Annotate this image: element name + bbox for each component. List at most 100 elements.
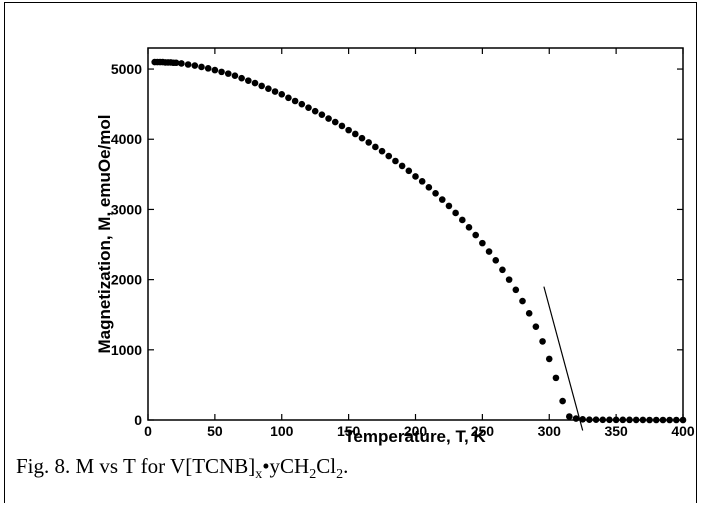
- data-point: [673, 416, 680, 424]
- data-point: [599, 416, 607, 424]
- data-point: [258, 82, 265, 90]
- data-point: [539, 338, 546, 345]
- data-point: [626, 416, 633, 424]
- data-point: [579, 415, 586, 423]
- x-axis-title: Temperature, T, K: [344, 427, 486, 446]
- data-point: [566, 413, 573, 420]
- data-point: [452, 209, 459, 217]
- data-point: [472, 231, 479, 239]
- x-tick-label: 200: [404, 423, 428, 439]
- data-point: [378, 147, 386, 155]
- data-point: [632, 416, 640, 424]
- caption-cl: Cl: [316, 454, 337, 478]
- data-point: [639, 416, 647, 424]
- data-point: [365, 139, 372, 146]
- data-point: [525, 310, 533, 317]
- data-point: [311, 107, 319, 115]
- y-tick-label: 2000: [111, 272, 142, 288]
- data-point: [479, 239, 486, 247]
- data-point: [224, 70, 232, 77]
- x-tick-label: 150: [337, 423, 361, 439]
- data-point: [318, 111, 326, 118]
- data-point: [459, 216, 466, 224]
- data-point: [271, 88, 279, 95]
- plot-area-border: [147, 47, 684, 421]
- caption-subscript-2b: 2: [336, 467, 344, 483]
- data-point: [652, 416, 660, 424]
- data-point: [278, 91, 286, 98]
- data-point: [438, 196, 446, 203]
- y-tick-label: 4000: [111, 131, 142, 147]
- y-tick-label: 3000: [111, 201, 142, 217]
- caption-subscript-x: x: [255, 467, 263, 483]
- caption-prefix: Fig. 8. M vs T for V[TCNB]: [16, 454, 256, 478]
- data-point: [398, 162, 406, 170]
- data-point: [679, 416, 687, 424]
- data-point: [184, 61, 192, 68]
- data-point: [592, 416, 600, 423]
- data-point: [572, 415, 580, 422]
- x-tick-label: 0: [144, 423, 152, 439]
- data-point: [532, 323, 540, 330]
- y-tick-label: 0: [134, 412, 142, 428]
- y-tick-label: 5000: [111, 61, 142, 77]
- data-point: [646, 416, 653, 424]
- data-point: [405, 167, 413, 175]
- y-axis-ticks: 0 1000 2000 3000 4000 5000: [111, 61, 683, 428]
- x-axis-ticks: 0 50 100 150 200 250 300 350 400: [144, 48, 695, 439]
- caption-end: .: [343, 454, 349, 478]
- data-point: [372, 143, 379, 151]
- caption-subscript-2a: 2: [309, 467, 317, 483]
- figure-caption: Fig. 8. M vs T for V[TCNB]x•yCH2Cl2.: [16, 454, 348, 483]
- data-point: [552, 374, 560, 382]
- linear-fit-line: [543, 286, 584, 431]
- data-point: [492, 257, 500, 264]
- data-point: [612, 416, 620, 424]
- data-point: [659, 416, 667, 424]
- data-point: [619, 416, 627, 424]
- data-point: [191, 62, 199, 69]
- data-point: [231, 72, 239, 80]
- data-point: [505, 276, 513, 283]
- data-point: [545, 355, 553, 363]
- x-tick-label: 350: [604, 423, 628, 439]
- data-point: [218, 68, 225, 76]
- data-point: [331, 118, 339, 126]
- y-tick-label: 1000: [111, 342, 142, 358]
- x-tick-label: 300: [538, 423, 562, 439]
- caption-middle: •yCH: [262, 454, 310, 478]
- data-point: [485, 248, 493, 255]
- data-point: [392, 157, 399, 165]
- data-point: [325, 115, 332, 122]
- data-point: [385, 152, 393, 160]
- data-point: [338, 122, 346, 130]
- data-point: [172, 59, 180, 67]
- data-point: [465, 224, 473, 231]
- data-point: [519, 297, 526, 305]
- data-point: [586, 416, 593, 423]
- data-point: [298, 100, 306, 108]
- data-point: [425, 184, 433, 191]
- data-point: [432, 189, 439, 197]
- data-point: [352, 130, 359, 138]
- data-point: [291, 97, 299, 105]
- data-point: [305, 104, 312, 111]
- data-point: [512, 286, 520, 294]
- data-point: [178, 60, 185, 67]
- data-point: [245, 77, 252, 84]
- data-point: [666, 416, 673, 424]
- data-point: [198, 63, 205, 71]
- data-point: [204, 65, 212, 72]
- data-point: [251, 79, 259, 87]
- figure-frame: [4, 2, 697, 503]
- data-point: [559, 397, 566, 405]
- data-point: [418, 178, 426, 185]
- data-point: [285, 94, 292, 102]
- data-point: [606, 416, 613, 424]
- data-point: [358, 134, 366, 142]
- data-point: [499, 266, 506, 274]
- data-point: [211, 66, 219, 74]
- x-tick-label: 400: [671, 423, 695, 439]
- data-point: [412, 173, 419, 180]
